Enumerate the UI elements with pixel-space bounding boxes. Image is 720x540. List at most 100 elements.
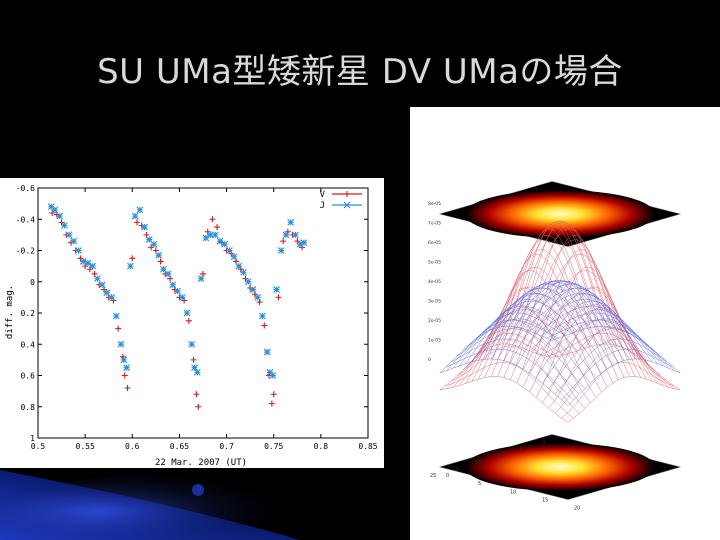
data-point [261,322,268,329]
plot-frame [37,187,369,439]
data-point [282,231,290,239]
data-point [240,268,247,276]
data-point [103,289,111,297]
data-point [209,216,216,223]
data-point [160,265,167,273]
legend-marker [344,191,350,197]
mesh-line [445,362,574,419]
y-tick-label: 0.8 [21,403,36,412]
data-point [145,236,153,243]
data-point [155,251,163,259]
mesh-line [467,309,597,379]
data-point [120,356,128,364]
x-tick-label: 0.65 [170,442,189,451]
z-tick-label: 3e-05 [428,299,441,305]
mesh-line [561,348,674,401]
z-tick-label: 8e-05 [428,201,441,207]
data-point [65,231,73,239]
mesh-line [535,286,649,398]
data-point [193,368,201,376]
data-point [123,364,131,372]
data-point [150,240,158,248]
data-point [134,219,140,226]
mesh-line [490,283,619,363]
data-point [75,247,82,254]
z-tick-label: 7e-05 [428,221,441,227]
surface-plot-svg: 8e-05 7e-05 6e-05 5e-05 4e-05 3e-05 2e-05 1e-05… [428,181,682,512]
mesh-line [452,312,565,369]
data-point [98,281,106,289]
data-point [230,253,238,261]
x-tick-label: 0.6 [125,442,140,451]
data-point [269,372,277,379]
data-point [47,203,55,211]
data-point [121,372,128,379]
x-tick-label: 0.55 [76,442,95,451]
data-point [287,218,295,226]
data-point [51,206,59,214]
mesh-line [535,309,649,379]
mesh-line [445,348,574,401]
y-tick-label: 0 [542,441,545,447]
mesh-line [529,300,642,374]
light-curve-chart: -0.6 -0.4 -0.2 0 0.2 0.4 0.6 0.8 1 0.5 0.55 0.6 0.65… [0,178,384,468]
data-point [244,278,252,286]
data-point [183,309,191,317]
z-tick-label: 6e-05 [428,240,441,246]
series-v [49,210,305,410]
data-point [117,340,125,348]
data-point [256,299,263,306]
mesh-line [490,225,619,380]
mesh-line [542,307,655,404]
data-point [202,234,210,242]
mesh-line [548,328,661,389]
legend-marker [343,201,351,209]
data-point [178,293,186,301]
y-tick-label: 1 [30,434,35,443]
data-point [249,286,257,293]
z-tick-label: 5e-05 [428,260,441,266]
data-point [280,238,287,245]
z-tick-label: 0 [428,357,431,363]
mesh-line [542,318,655,384]
data-point [268,400,275,407]
y-tick-label: 25 [430,473,436,479]
data-point [108,293,115,301]
data-point [70,237,78,245]
x-tick-label: 0.7 [219,442,234,451]
legend-label: V [320,190,326,200]
legend-label: J [320,201,325,211]
mesh-line [451,338,580,395]
mesh-line [555,345,668,414]
slide-title: SU UMa型矮新星 DV UMaの場合 [97,52,623,92]
z-tick-label: 4e-05 [428,279,441,285]
data-point [273,286,280,293]
data-point [136,206,144,214]
x-tick-label: 0.85 [358,442,377,451]
mesh-line [462,318,591,384]
x-tick-label: 5 [478,481,481,487]
y-tick-label: 0.4 [21,340,36,349]
data-point [300,239,308,247]
mesh-line [495,280,625,361]
data-point [188,340,196,348]
y-tick-label: 0.2 [21,309,36,318]
data-point [164,270,172,278]
y-tick-label: -0.2 [16,247,35,256]
data-point [141,223,148,231]
mesh-line [479,293,608,370]
data-point [277,247,285,254]
data-point [127,262,134,270]
mesh-line [456,328,585,389]
data-point [124,385,131,391]
data-point [157,258,164,265]
data-point [211,231,219,239]
mesh-line [495,220,625,378]
data-point [131,212,139,220]
data-point [197,275,205,283]
x-axis-label: 22 Mar. 2007 (UT) [155,458,247,468]
data-point [193,391,200,398]
mesh-line [439,376,569,423]
data-point [190,356,197,363]
